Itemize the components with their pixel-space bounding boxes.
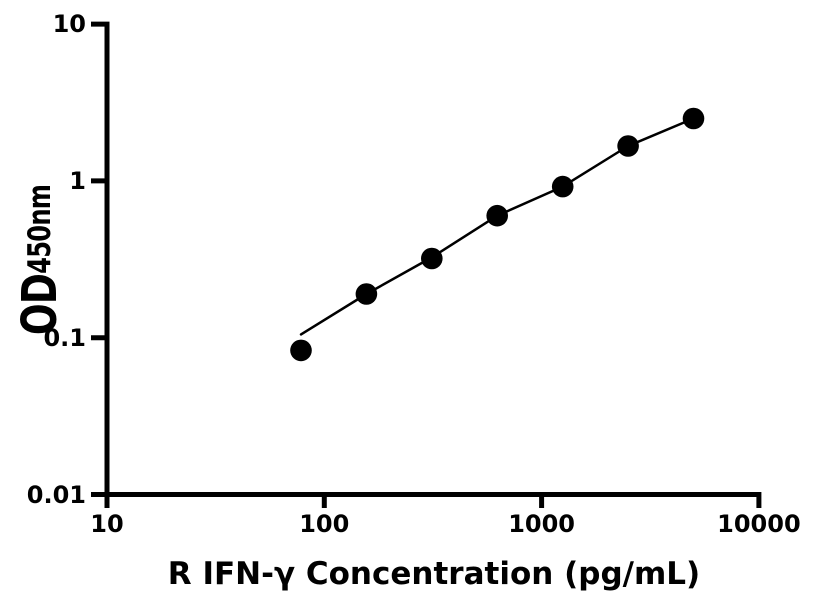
x-tick-label-10: 10: [90, 510, 124, 538]
data-point-marker: [551, 175, 574, 198]
y-axis-title-main: OD: [12, 273, 68, 336]
x-tick-label-1000: 1000: [508, 510, 575, 538]
y-tick-label-0.1: 0.1: [43, 323, 86, 352]
y-axis-title-subscript: 450nm: [22, 184, 58, 274]
x-tick-label-100: 100: [299, 510, 350, 538]
y-tick-label-0.01: 0.01: [26, 480, 86, 509]
y-axis-title: OD 450nm: [12, 185, 68, 335]
x-tick-label-10000: 10000: [717, 510, 801, 538]
data-point-marker: [355, 283, 378, 305]
x-axis-title: R IFN-γ Concentration (pg/mL): [167, 556, 701, 592]
data-point-marker: [617, 135, 639, 157]
data-point-marker: [290, 339, 312, 362]
data-point-marker: [421, 247, 443, 270]
data-point-marker: [486, 204, 509, 227]
y-tick-label-1: 1: [69, 166, 86, 195]
y-tick-label-10: 10: [52, 10, 86, 39]
data-point-marker: [682, 107, 705, 130]
